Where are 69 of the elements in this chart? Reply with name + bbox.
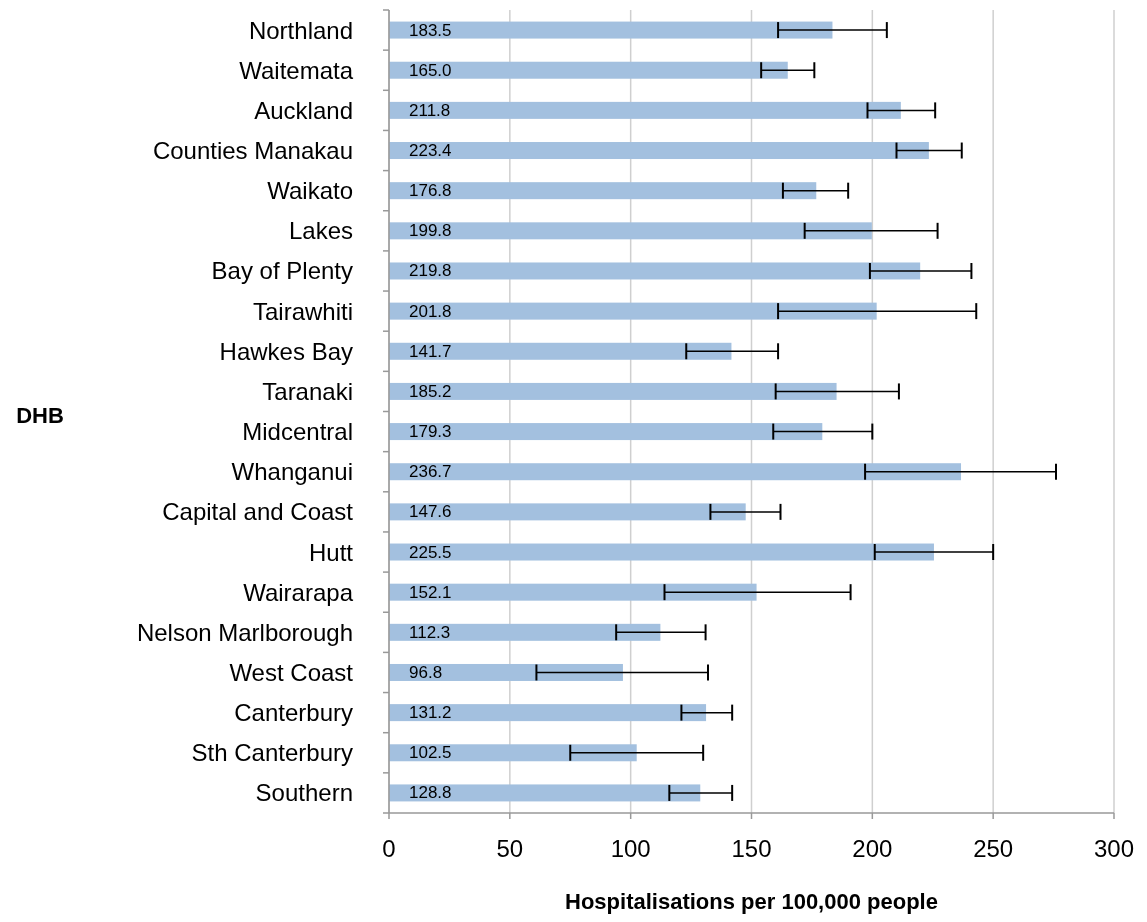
y-tick-label: Southern xyxy=(255,779,353,807)
bar xyxy=(389,744,637,762)
y-tick-label: Midcentral xyxy=(242,418,353,446)
y-tick-label: Sth Canterbury xyxy=(191,739,353,767)
data-label: 102.5 xyxy=(409,743,452,763)
x-tick-label: 100 xyxy=(610,835,651,862)
data-label: 211.8 xyxy=(409,100,451,120)
bar xyxy=(389,583,757,601)
x-tick-label: 200 xyxy=(852,835,893,862)
y-tick-label: West Coast xyxy=(229,658,354,686)
x-tick-label: 250 xyxy=(973,835,1014,862)
bar xyxy=(389,784,701,802)
data-label: 128.8 xyxy=(409,783,452,803)
data-label: 219.8 xyxy=(409,261,452,281)
data-label: 183.5 xyxy=(409,20,452,40)
data-label: 176.8 xyxy=(409,181,452,201)
bar xyxy=(389,101,901,119)
bar xyxy=(389,142,929,160)
data-label: 152.1 xyxy=(409,582,452,602)
y-tick-label: Canterbury xyxy=(234,699,353,727)
x-tick-label: 300 xyxy=(1093,835,1135,862)
bar xyxy=(389,21,833,39)
data-label: 223.4 xyxy=(409,141,452,161)
data-label: 201.8 xyxy=(409,301,452,321)
y-tick-label: Auckland xyxy=(254,96,353,124)
y-tick-label: Capital and Coast xyxy=(162,498,354,526)
data-label: 236.7 xyxy=(409,462,452,482)
y-tick-label: Northland xyxy=(248,16,353,44)
x-tick-label: 0 xyxy=(382,835,396,862)
data-label: 199.8 xyxy=(409,221,452,241)
bar xyxy=(389,543,934,561)
y-tick-label: Nelson Marlborough xyxy=(136,618,353,646)
data-label: 112.3 xyxy=(409,622,451,642)
y-tick-label: Taranaki xyxy=(262,377,353,405)
y-tick-label: Waitemata xyxy=(239,56,354,84)
y-tick-label: Tairawhiti xyxy=(252,297,353,325)
data-label: 165.0 xyxy=(409,60,452,80)
bar xyxy=(389,503,746,521)
bar xyxy=(389,342,732,360)
y-tick-label: Hutt xyxy=(308,538,354,566)
y-tick-label: Bay of Plenty xyxy=(211,257,353,285)
data-label: 141.7 xyxy=(409,341,452,361)
bar xyxy=(389,704,707,722)
data-label: 131.2 xyxy=(409,703,452,723)
y-tick-label: Hawkes Bay xyxy=(219,337,353,365)
data-label: 225.5 xyxy=(409,542,452,562)
y-tick-label: Wairarapa xyxy=(243,578,354,606)
x-tick-label: 50 xyxy=(496,835,524,862)
data-label: 179.3 xyxy=(409,422,452,442)
bar xyxy=(389,262,921,280)
bar xyxy=(389,222,872,240)
data-label: 96.8 xyxy=(409,662,443,682)
y-tick-label: Whanganui xyxy=(231,458,353,486)
bar xyxy=(389,623,661,641)
bar xyxy=(389,302,877,320)
y-tick-label: Counties Manakau xyxy=(152,137,353,165)
data-label: 185.2 xyxy=(409,381,452,401)
bar xyxy=(389,463,962,481)
y-axis-title: DHB xyxy=(16,403,64,428)
bar xyxy=(389,663,623,681)
data-label: 147.6 xyxy=(409,502,452,522)
y-tick-label: Lakes xyxy=(288,217,353,245)
y-tick-label: Waikato xyxy=(267,177,353,205)
x-tick-label: 150 xyxy=(731,835,772,862)
bar xyxy=(389,423,823,441)
x-axis-title: Hospitalisations per 100,000 people xyxy=(565,889,938,914)
bar xyxy=(389,61,788,79)
bar xyxy=(389,382,837,400)
bar xyxy=(389,182,817,200)
